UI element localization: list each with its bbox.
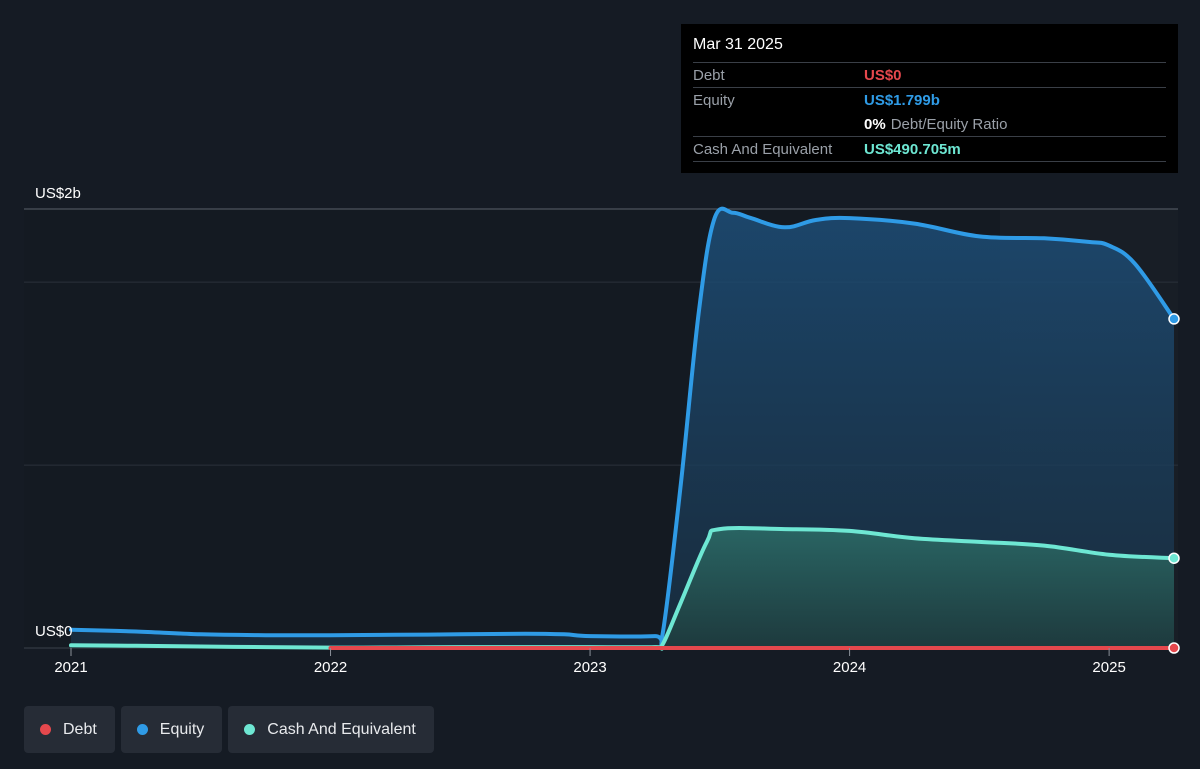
tooltip-row-ratio: 0% Debt/Equity Ratio — [693, 112, 1166, 136]
series-endpoints — [1168, 313, 1180, 654]
x-tick-label: 2022 — [314, 659, 347, 676]
debt-endpoint — [1168, 642, 1180, 654]
legend-label-cash: Cash And Equivalent — [267, 720, 416, 738]
tooltip-row-cash: Cash And Equivalent US$490.705m — [693, 136, 1166, 162]
x-tick-label: 2025 — [1092, 659, 1125, 676]
tooltip-row-equity: Equity US$1.799b — [693, 87, 1166, 112]
y-axis-bottom-label: US$0 — [35, 623, 73, 640]
tooltip-debt-value: US$0 — [864, 66, 902, 84]
series-lines — [69, 206, 1176, 651]
cash-dot-icon — [244, 724, 256, 735]
x-tick-label: 2023 — [573, 659, 606, 676]
cash-and-equivalent-endpoint — [1168, 552, 1180, 564]
tooltip-equity-label: Equity — [693, 91, 735, 109]
legend-label-equity: Equity — [159, 720, 205, 738]
x-tick-label: 2021 — [54, 659, 87, 676]
tooltip-cash-label: Cash And Equivalent — [693, 140, 833, 158]
debt-dot-icon — [40, 724, 51, 735]
tooltip-date: Mar 31 2025 — [693, 36, 783, 53]
legend-item-debt[interactable]: Debt — [24, 706, 115, 753]
legend: Debt Equity Cash And Equivalent — [24, 706, 434, 753]
tooltip: Mar 31 2025 Debt US$0 Equity US$1.799b 0… — [681, 24, 1178, 173]
cash-and-equivalent-line — [69, 526, 1176, 651]
tooltip-ratio-value: 0% — [864, 115, 886, 133]
equity-dot-icon — [136, 724, 148, 735]
x-tick-label: 2024 — [833, 659, 866, 676]
legend-item-cash[interactable]: Cash And Equivalent — [228, 706, 434, 753]
cash-and-equivalent-area — [71, 528, 1174, 649]
equity-endpoint — [1168, 313, 1180, 325]
x-axis: 2021 2022 2023 2024 2025 — [54, 648, 1126, 676]
legend-item-equity[interactable]: Equity — [120, 706, 223, 753]
tooltip-equity-value: US$1.799b — [864, 91, 940, 109]
equity-line — [69, 206, 1176, 649]
tooltip-row-debt: Debt US$0 — [693, 62, 1166, 87]
tooltip-ratio-label: Debt/Equity Ratio — [890, 115, 1008, 133]
tooltip-debt-label: Debt — [693, 66, 725, 84]
tooltip-cash-value: US$490.705m — [864, 140, 961, 158]
legend-label-debt: Debt — [63, 720, 97, 738]
y-axis-top-label: US$2b — [35, 185, 81, 202]
